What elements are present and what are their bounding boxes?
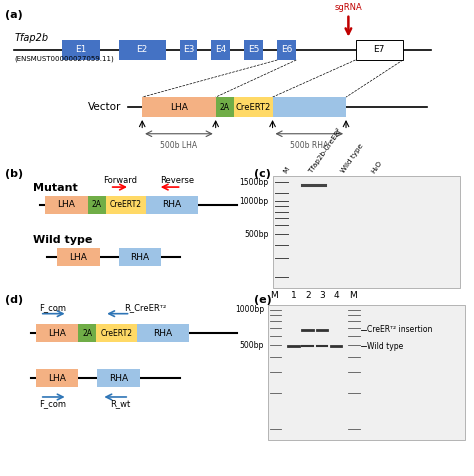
FancyBboxPatch shape	[273, 97, 346, 117]
FancyBboxPatch shape	[277, 40, 296, 60]
FancyBboxPatch shape	[118, 40, 166, 60]
FancyBboxPatch shape	[78, 324, 96, 342]
FancyBboxPatch shape	[146, 196, 198, 214]
Text: (e): (e)	[254, 295, 271, 305]
Text: RHA: RHA	[130, 253, 149, 261]
Text: E5: E5	[248, 46, 259, 54]
Text: RHA: RHA	[153, 329, 172, 337]
Text: 1500bp: 1500bp	[240, 178, 269, 187]
FancyBboxPatch shape	[45, 196, 88, 214]
Text: Tfap2b: Tfap2b	[14, 33, 48, 43]
Text: LHA: LHA	[69, 253, 87, 261]
Text: (d): (d)	[5, 295, 23, 305]
Text: CreERT2: CreERT2	[236, 103, 271, 111]
Text: Vector: Vector	[88, 102, 121, 112]
Text: 1: 1	[291, 291, 297, 300]
Text: Mutant: Mutant	[33, 183, 78, 193]
Text: E7: E7	[374, 46, 385, 54]
FancyBboxPatch shape	[216, 97, 234, 117]
FancyBboxPatch shape	[142, 97, 216, 117]
FancyBboxPatch shape	[137, 324, 189, 342]
FancyBboxPatch shape	[234, 97, 273, 117]
Text: LHA: LHA	[48, 374, 66, 383]
FancyBboxPatch shape	[244, 40, 263, 60]
Text: 2A: 2A	[82, 329, 92, 337]
Text: 500bp: 500bp	[240, 341, 264, 350]
FancyBboxPatch shape	[57, 248, 100, 266]
Text: 2A: 2A	[91, 200, 102, 209]
Text: (ENSMUST00000027059.11): (ENSMUST00000027059.11)	[14, 56, 114, 62]
Text: Wild type: Wild type	[367, 342, 403, 351]
Text: 500bp: 500bp	[245, 229, 269, 238]
Text: LHA: LHA	[57, 200, 75, 209]
FancyBboxPatch shape	[118, 248, 161, 266]
Text: R_CreERᵀ²: R_CreERᵀ²	[124, 303, 167, 312]
Text: E6: E6	[281, 46, 292, 54]
Text: E4: E4	[215, 46, 226, 54]
Text: Tfap2b-CreER²: Tfap2b-CreER²	[307, 127, 343, 174]
FancyBboxPatch shape	[180, 40, 197, 60]
FancyBboxPatch shape	[97, 369, 140, 387]
Text: 2: 2	[305, 291, 311, 300]
Text: 3: 3	[319, 291, 325, 300]
Text: 1000bp: 1000bp	[240, 197, 269, 206]
Text: 500b RHA: 500b RHA	[290, 141, 328, 150]
Text: E2: E2	[137, 46, 148, 54]
Text: H₂O: H₂O	[370, 159, 383, 174]
Text: Wild type: Wild type	[340, 143, 365, 174]
Text: (a): (a)	[5, 10, 22, 20]
Text: 4: 4	[334, 291, 339, 300]
FancyBboxPatch shape	[62, 40, 100, 60]
Text: LHA: LHA	[48, 329, 66, 337]
Text: 2A: 2A	[219, 103, 230, 111]
Text: Forward: Forward	[103, 176, 137, 185]
Text: 500b LHA: 500b LHA	[160, 141, 198, 150]
Text: M: M	[349, 291, 357, 300]
Text: Reverse: Reverse	[160, 176, 194, 185]
Text: F_com: F_com	[39, 303, 66, 312]
FancyBboxPatch shape	[88, 196, 106, 214]
Text: E1: E1	[75, 46, 86, 54]
Text: CreERᵀ² insertion: CreERᵀ² insertion	[367, 325, 432, 334]
Text: F_com: F_com	[39, 399, 66, 408]
Text: LHA: LHA	[170, 103, 188, 111]
FancyBboxPatch shape	[211, 40, 230, 60]
Text: M: M	[282, 166, 291, 174]
Text: CreERT2: CreERT2	[100, 329, 132, 337]
FancyBboxPatch shape	[273, 176, 460, 288]
Text: M: M	[270, 291, 278, 300]
FancyBboxPatch shape	[268, 305, 465, 440]
Text: E3: E3	[183, 46, 194, 54]
Text: (b): (b)	[5, 169, 23, 179]
FancyBboxPatch shape	[36, 369, 78, 387]
Text: Wild type: Wild type	[33, 235, 92, 245]
FancyBboxPatch shape	[36, 324, 78, 342]
FancyBboxPatch shape	[356, 40, 403, 60]
Text: 1000bp: 1000bp	[235, 305, 264, 314]
Text: sgRNA: sgRNA	[335, 3, 362, 12]
FancyBboxPatch shape	[96, 324, 137, 342]
Text: (c): (c)	[254, 169, 271, 179]
Text: CreERT2: CreERT2	[110, 200, 142, 209]
Text: RHA: RHA	[163, 200, 182, 209]
Text: RHA: RHA	[109, 374, 128, 383]
Text: R_wt: R_wt	[110, 399, 131, 408]
FancyBboxPatch shape	[106, 196, 146, 214]
